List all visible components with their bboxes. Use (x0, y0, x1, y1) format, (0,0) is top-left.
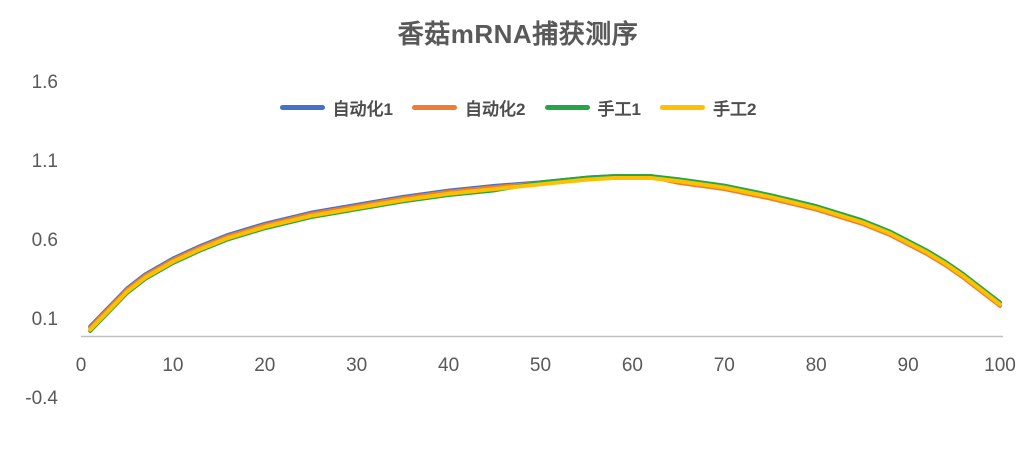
legend-label: 自动化2 (465, 100, 526, 119)
x-tick-label: 70 (713, 355, 735, 376)
legend-item-4: 手工2 (659, 95, 757, 120)
x-tick-label: 30 (346, 355, 368, 376)
x-tick-label: 60 (621, 355, 643, 376)
x-tick-label: 0 (75, 355, 87, 376)
y-tick-label: 1.6 (31, 72, 58, 94)
legend-item-3: 手工1 (544, 95, 641, 120)
y-tick-label: 1.1 (31, 151, 58, 173)
x-tick-label: 50 (529, 355, 552, 376)
x-tick-label: 90 (897, 355, 919, 376)
legend: 自动化1 自动化2 手工1 手工2 (0, 95, 1036, 120)
legend-label: 手工1 (597, 100, 641, 119)
x-tick-label: 100 (984, 355, 1016, 376)
series-line-4 (88, 176, 1002, 332)
legend-item-2: 自动化2 (412, 95, 526, 120)
y-tick-label: 0.1 (31, 309, 58, 331)
y-tick-label: -0.4 (25, 388, 58, 410)
legend-item-1: 自动化1 (279, 95, 394, 120)
x-tick-label: 40 (438, 355, 460, 376)
legend-label: 手工2 (712, 100, 757, 119)
legend-line-swatch (659, 105, 705, 110)
legend-label: 自动化1 (332, 100, 394, 119)
chart-title: 香菇mRNA捕获测序 (397, 19, 639, 49)
x-tick-label: 80 (805, 355, 827, 376)
legend-line-swatch (412, 105, 458, 110)
legend-line-swatch (279, 105, 325, 110)
series-line-3 (88, 174, 1002, 333)
y-tick-label: 0.6 (31, 230, 58, 252)
series-line-2 (88, 174, 1002, 330)
series-line-1 (88, 174, 1002, 329)
x-tick-label: 20 (254, 355, 276, 376)
x-tick-label: 10 (162, 355, 184, 376)
legend-line-swatch (544, 105, 590, 110)
